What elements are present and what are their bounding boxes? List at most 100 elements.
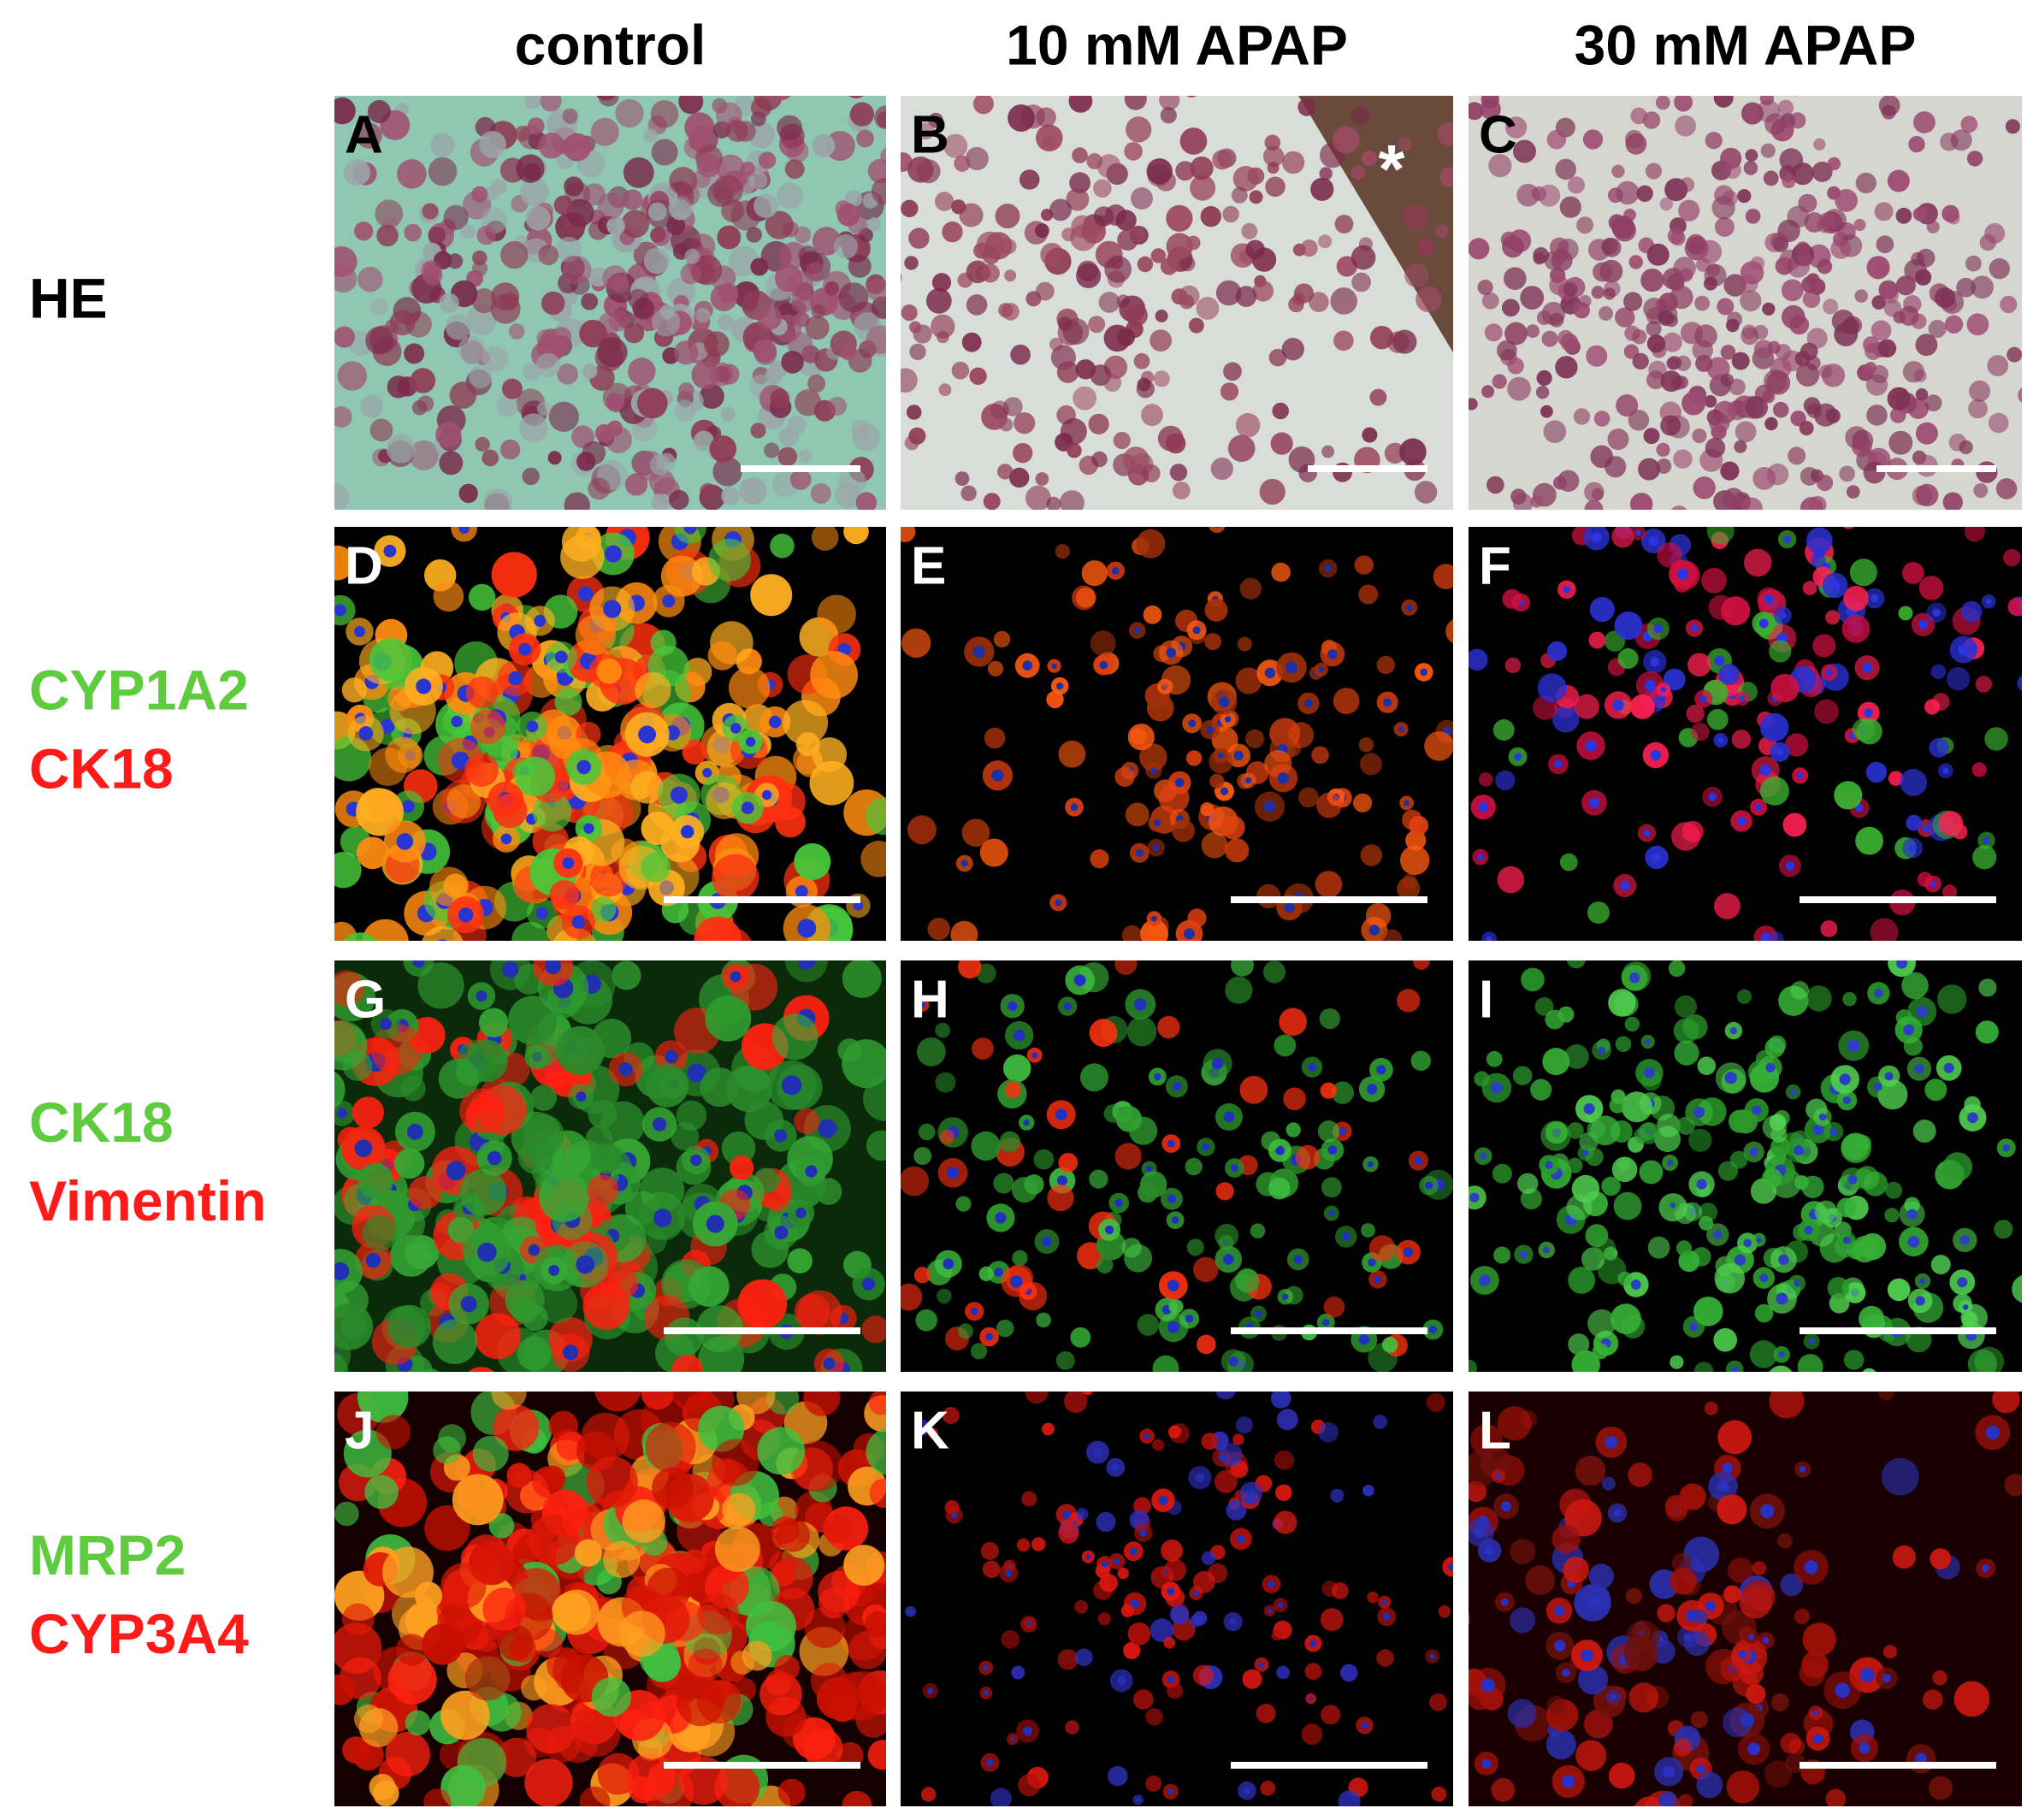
cell	[1271, 1629, 1282, 1641]
nucleus	[1017, 1381, 1023, 1387]
cell	[1613, 1191, 1642, 1220]
cell	[1770, 232, 1788, 251]
cell	[1491, 1778, 1516, 1802]
cell	[1846, 485, 1860, 499]
micrograph-panel	[334, 96, 902, 510]
cell	[1125, 802, 1150, 827]
cell	[1560, 333, 1579, 352]
cell	[1220, 382, 1239, 401]
nucleus	[1328, 1210, 1335, 1217]
cell	[901, 1166, 930, 1197]
cell	[1127, 1622, 1151, 1646]
cell	[906, 405, 922, 420]
nucleus	[1653, 623, 1664, 634]
cell	[915, 1309, 937, 1332]
cell	[1530, 494, 1544, 508]
cell	[1906, 814, 1923, 831]
nucleus	[458, 907, 474, 923]
cell	[1163, 1636, 1176, 1649]
cell	[1075, 588, 1096, 608]
nucleus	[1135, 848, 1144, 857]
nucleus	[1660, 687, 1667, 693]
cell	[877, 111, 886, 128]
cell	[358, 1392, 409, 1423]
nucleus	[1808, 1338, 1815, 1344]
cell	[1236, 1269, 1260, 1293]
nucleus	[603, 600, 622, 618]
cell	[721, 486, 740, 505]
micrograph-panel	[1469, 527, 2022, 941]
cell	[549, 879, 580, 910]
scale-bar	[664, 896, 860, 903]
cell	[1699, 1215, 1714, 1231]
cell	[1186, 96, 1197, 98]
cell	[1917, 872, 1933, 888]
cell	[636, 387, 668, 419]
cell	[1746, 1684, 1766, 1705]
cell	[1124, 96, 1147, 110]
panel-letter: F	[1479, 536, 1511, 595]
micrograph-panel	[901, 1381, 1453, 1806]
nucleus	[1693, 1107, 1705, 1118]
cell	[1787, 254, 1811, 278]
cell	[278, 1297, 320, 1339]
nucleus	[1829, 580, 1841, 591]
cell	[918, 1123, 936, 1141]
cell	[482, 346, 509, 372]
cell	[1913, 111, 1936, 133]
nucleus	[1014, 1029, 1025, 1042]
nucleus	[1743, 1238, 1752, 1248]
cell	[622, 1499, 665, 1543]
cell	[334, 483, 350, 510]
cell	[1449, 1078, 1469, 1098]
cell	[1617, 647, 1639, 670]
nucleus	[1755, 803, 1763, 811]
cell	[1117, 1567, 1129, 1580]
cell	[525, 205, 551, 231]
cell	[999, 1131, 1021, 1153]
cell	[665, 1317, 704, 1356]
cell	[1930, 1548, 1951, 1569]
cell	[548, 401, 579, 432]
cell	[1034, 223, 1049, 239]
cell	[515, 756, 555, 797]
cell	[1469, 398, 1478, 411]
cell	[1937, 984, 1967, 1014]
cell	[404, 223, 423, 242]
cell	[717, 225, 742, 250]
cell	[866, 277, 886, 301]
cell	[1752, 467, 1776, 490]
cell	[1675, 115, 1696, 137]
cell	[423, 264, 443, 286]
cell	[1760, 712, 1789, 742]
cell	[1636, 185, 1653, 202]
nucleus	[1714, 655, 1725, 666]
cell	[1235, 667, 1262, 694]
nucleus	[528, 1244, 541, 1256]
cell	[1813, 138, 1826, 151]
cell	[404, 343, 425, 364]
cell	[1429, 1693, 1447, 1711]
column-header: 30 mM APAP	[1575, 13, 1917, 76]
cell	[1679, 1483, 1706, 1510]
nucleus	[1752, 1105, 1762, 1115]
cell	[1953, 1681, 1990, 1717]
cell	[901, 199, 919, 217]
cell	[602, 265, 628, 291]
cell	[1317, 1120, 1340, 1143]
cell	[1331, 1081, 1355, 1104]
cell	[887, 229, 902, 245]
nucleus	[991, 769, 1004, 782]
cell	[376, 224, 399, 247]
cell	[458, 483, 478, 504]
cell	[1563, 281, 1579, 297]
nucleus	[1368, 925, 1380, 936]
cell	[2030, 341, 2039, 361]
cell	[1376, 1649, 1394, 1667]
nucleus	[1008, 1001, 1018, 1012]
cell	[1021, 1491, 1037, 1507]
cell	[1516, 183, 1540, 207]
nucleus	[1133, 627, 1141, 634]
nucleus	[1650, 749, 1661, 761]
cell	[1714, 1262, 1746, 1294]
